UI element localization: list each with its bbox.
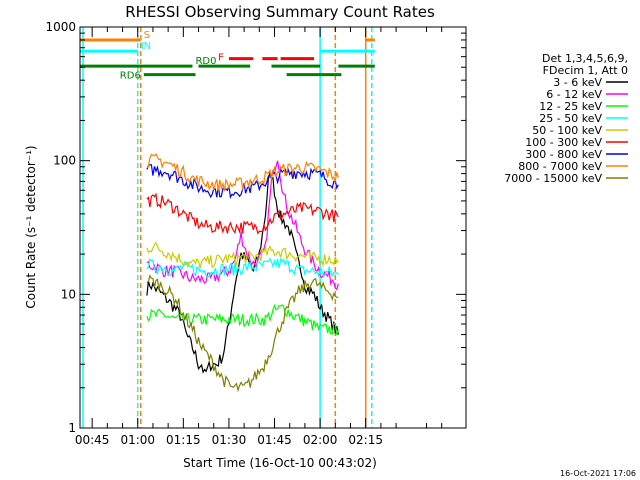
series-line-4 — [146, 241, 339, 269]
series-lines — [146, 153, 339, 393]
legend-entry-0: 3 - 6 keV — [553, 76, 602, 89]
x-tick-label-5: 02:00 — [303, 433, 338, 447]
y-tick-label-2: 100 — [53, 154, 76, 168]
flag-label-1: IN — [141, 41, 151, 52]
legend-entry-2: 12 - 25 keV — [539, 100, 602, 113]
series-line-7 — [146, 153, 339, 192]
x-tick-label-6: 02:15 — [348, 433, 383, 447]
legend-entry-4: 50 - 100 keV — [532, 124, 602, 137]
legend-entry-8: 7000 - 15000 keV — [504, 172, 602, 185]
series-line-3 — [146, 257, 339, 278]
x-tick-label-4: 01:45 — [257, 433, 292, 447]
flag-label-3: RD0 — [195, 56, 216, 67]
series-line-8 — [146, 274, 339, 393]
series-line-2 — [146, 303, 339, 336]
chart-title: RHESSI Observing Summary Count Rates — [125, 3, 435, 21]
flag-label-2: F — [218, 53, 224, 64]
series-line-5 — [146, 192, 339, 235]
legend: Det 1,3,4,5,6,9,FDecim 1, Att 03 - 6 keV… — [504, 52, 628, 185]
legend-entry-6: 300 - 800 keV — [525, 148, 602, 161]
axes: 1 10 100 1000 00:45 01:00 01:15 01:30 01:45 02:00… — [45, 20, 467, 447]
x-axis-label: Start Time (16-Oct-10 00:43:02) — [183, 456, 377, 470]
flag-label-0: S — [144, 30, 150, 41]
legend-entry-7: 800 - 7000 keV — [518, 160, 602, 173]
y-axis-label: Count Rate (s⁻¹ detector⁻¹) — [24, 145, 38, 308]
plot-area — [82, 27, 373, 428]
legend-entry-1: 6 - 12 keV — [546, 88, 602, 101]
x-tick-label-1: 01:00 — [120, 433, 155, 447]
x-tick-label-0: 00:45 — [75, 433, 110, 447]
timestamp: 16-Oct-2021 17:06 — [560, 469, 636, 478]
series-line-0 — [146, 170, 339, 374]
y-tick-label-1: 10 — [61, 287, 76, 301]
legend-header-0: Det 1,3,4,5,6,9, — [542, 52, 628, 65]
y-tick-label-3: 1000 — [45, 20, 76, 34]
x-tick-label-3: 01:30 — [212, 433, 247, 447]
y-tick-label-0: 1 — [68, 421, 76, 435]
legend-entry-5: 100 - 300 keV — [525, 136, 602, 149]
legend-entry-3: 25 - 50 keV — [539, 112, 602, 125]
legend-header-1: FDecim 1, Att 0 — [543, 64, 628, 77]
plot-frame — [79, 26, 467, 429]
flag-label-4: RD6 — [120, 71, 141, 82]
x-tick-label-2: 01:15 — [166, 433, 201, 447]
